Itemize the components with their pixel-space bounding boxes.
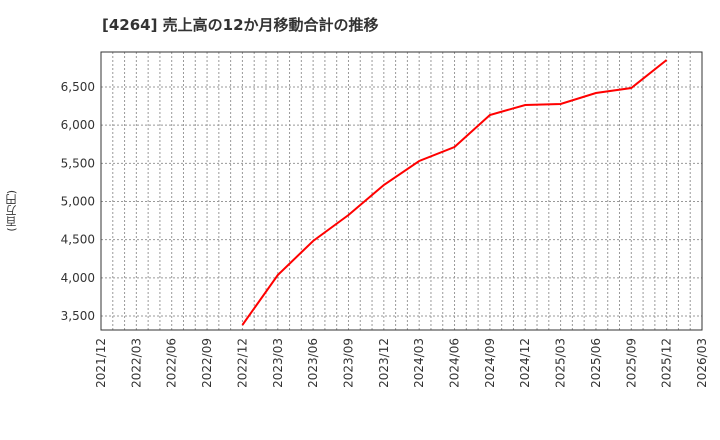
x-tick-label: 2022/03 xyxy=(129,338,143,388)
x-tick-label: 2023/03 xyxy=(271,338,285,388)
x-tick-label: 2021/12 xyxy=(94,338,108,388)
y-tick-label: 3,500 xyxy=(61,309,95,323)
x-tick-label: 2025/12 xyxy=(660,338,674,388)
y-tick-label: 5,500 xyxy=(61,156,95,170)
x-tick-label: 2023/06 xyxy=(306,338,320,388)
x-tick-label: 2025/09 xyxy=(624,338,638,388)
x-tick-label: 2024/09 xyxy=(483,338,497,388)
x-axis-ticks: 2021/12 2022/03 2022/06 2022/09 2022/12 2023/… xyxy=(94,338,709,388)
chart-title: [4264] 売上高の12か月移動合計の推移 xyxy=(102,16,379,34)
x-tick-label: 2025/03 xyxy=(554,338,568,388)
x-tick-label: 2024/03 xyxy=(412,338,426,388)
x-tick-label: 2022/09 xyxy=(200,338,214,388)
x-tick-label: 2024/12 xyxy=(518,338,532,388)
x-tick-label: 2026/03 xyxy=(695,338,709,388)
x-tick-label: 2022/12 xyxy=(235,338,249,388)
series-line xyxy=(241,59,668,326)
x-tick-label: 2023/12 xyxy=(377,338,391,388)
y-tick-label: 6,500 xyxy=(61,80,95,94)
y-axis-ticks: 3,500 4,000 4,500 5,000 5,500 6,000 6,500 xyxy=(61,80,95,323)
y-tick-label: 6,000 xyxy=(61,118,95,132)
x-tick-label: 2023/09 xyxy=(341,338,355,388)
x-tick-label: 2025/06 xyxy=(589,338,603,388)
x-tick-label: 2024/06 xyxy=(448,338,462,388)
y-tick-label: 5,000 xyxy=(61,195,95,209)
y-tick-label: 4,500 xyxy=(61,233,95,247)
y-tick-label: 4,000 xyxy=(61,271,95,285)
x-tick-label: 2022/06 xyxy=(165,338,179,388)
plot-frame xyxy=(100,51,703,331)
grid-lines xyxy=(101,52,702,330)
